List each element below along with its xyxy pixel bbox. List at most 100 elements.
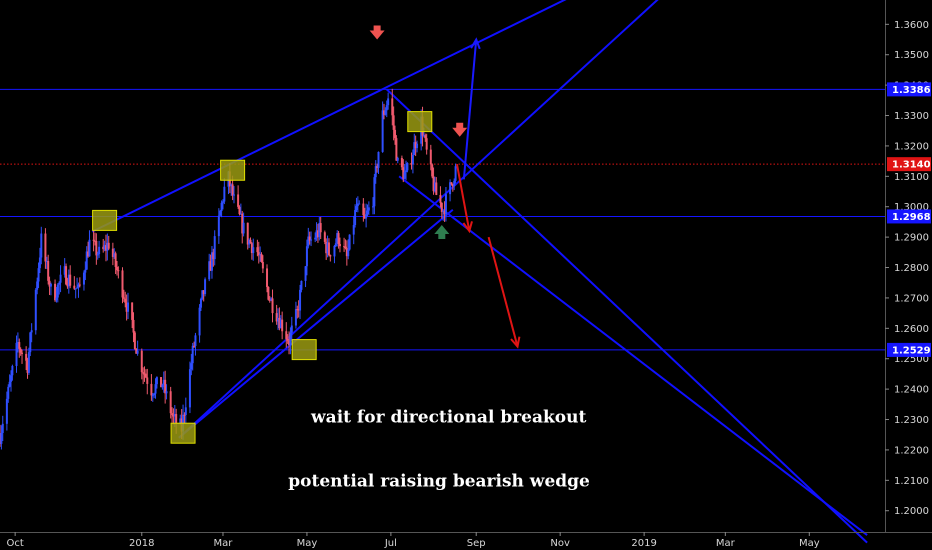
candle-body — [260, 254, 263, 262]
candle — [151, 393, 154, 402]
candle-body — [281, 319, 284, 332]
candle — [242, 212, 245, 237]
candle — [25, 346, 28, 371]
candle — [213, 230, 216, 266]
candle-body — [381, 110, 384, 152]
candle-body — [115, 266, 118, 271]
pivot-box-1 — [220, 159, 246, 181]
y-tick-label: 1.3000 — [894, 202, 929, 213]
candle-body — [217, 215, 220, 237]
candle — [395, 135, 398, 161]
candle — [384, 107, 387, 116]
candle — [405, 160, 408, 181]
candle — [48, 276, 51, 296]
candle — [261, 255, 264, 274]
candle — [356, 196, 359, 213]
candle — [44, 228, 47, 269]
candle-body — [143, 373, 146, 375]
candle — [165, 384, 168, 400]
price-tag — [887, 209, 931, 224]
candle — [103, 240, 106, 252]
candle — [232, 186, 235, 204]
candle-body — [294, 309, 297, 326]
candle — [249, 237, 252, 244]
candle — [96, 251, 99, 260]
candle — [7, 384, 10, 403]
candle — [286, 334, 289, 344]
forecast-arrow-0 — [462, 37, 481, 180]
candle-body — [232, 194, 235, 196]
candle-body — [451, 184, 454, 187]
candle-body — [7, 386, 10, 399]
candle-body — [338, 244, 341, 247]
candle — [104, 234, 107, 262]
candle-body — [316, 230, 319, 238]
candle-body — [107, 242, 110, 249]
candle — [184, 397, 187, 424]
candle-body — [384, 110, 387, 115]
candle-body — [96, 254, 99, 256]
candle — [449, 179, 452, 202]
candle — [117, 266, 120, 279]
candle-body — [49, 283, 52, 287]
candle-body — [307, 236, 310, 247]
candle-body — [329, 255, 332, 257]
candle-body — [310, 239, 313, 241]
candle-body — [199, 298, 202, 308]
candle-body — [279, 319, 282, 329]
candle — [285, 322, 288, 348]
candle — [217, 208, 220, 244]
candle — [221, 199, 224, 210]
candle-body — [142, 372, 145, 374]
candle-body — [47, 261, 50, 281]
candle-body — [323, 232, 326, 242]
candle — [354, 204, 357, 228]
candle-body — [268, 299, 271, 301]
candle — [310, 231, 313, 247]
candle-body — [246, 222, 249, 245]
candle-body — [88, 239, 91, 257]
candle-body — [299, 289, 302, 311]
price-tag-label: 1.3386 — [892, 85, 931, 96]
candle-body — [92, 239, 95, 241]
candle-body — [29, 332, 32, 353]
candle-body — [442, 210, 445, 212]
x-tick-label: 2019 — [631, 538, 656, 549]
candle-body — [297, 309, 300, 311]
candle-body — [76, 287, 79, 289]
candle — [334, 238, 337, 247]
x-tick-label: Mar — [716, 538, 736, 549]
candle — [56, 283, 59, 303]
candle — [241, 210, 244, 244]
candle — [411, 149, 414, 174]
candle-body — [411, 155, 414, 165]
candle — [323, 230, 326, 245]
candle-body — [270, 298, 273, 301]
x-tick-label: Oct — [6, 538, 23, 549]
candle — [352, 215, 355, 245]
candle-body — [160, 377, 163, 388]
candle-body — [242, 222, 245, 234]
candle-body — [40, 233, 43, 258]
candle — [201, 290, 204, 301]
candle-body — [98, 246, 101, 255]
candle-body — [175, 414, 178, 424]
candle — [8, 374, 11, 388]
candle — [102, 238, 105, 253]
candle-body — [450, 182, 453, 185]
candle-body — [135, 348, 138, 354]
candle — [325, 238, 328, 260]
candle — [212, 248, 215, 267]
trend-line-2 — [178, 0, 659, 439]
candle-body — [34, 289, 37, 331]
candle-body — [362, 203, 365, 216]
candle — [347, 239, 350, 260]
candle — [127, 292, 130, 319]
candle-body — [271, 298, 274, 314]
candle-body — [356, 203, 359, 207]
pivot-box-3 — [291, 339, 317, 361]
candle — [239, 203, 242, 215]
candle — [124, 291, 127, 308]
price-tag — [887, 342, 931, 357]
trend-line-0 — [91, 0, 567, 233]
